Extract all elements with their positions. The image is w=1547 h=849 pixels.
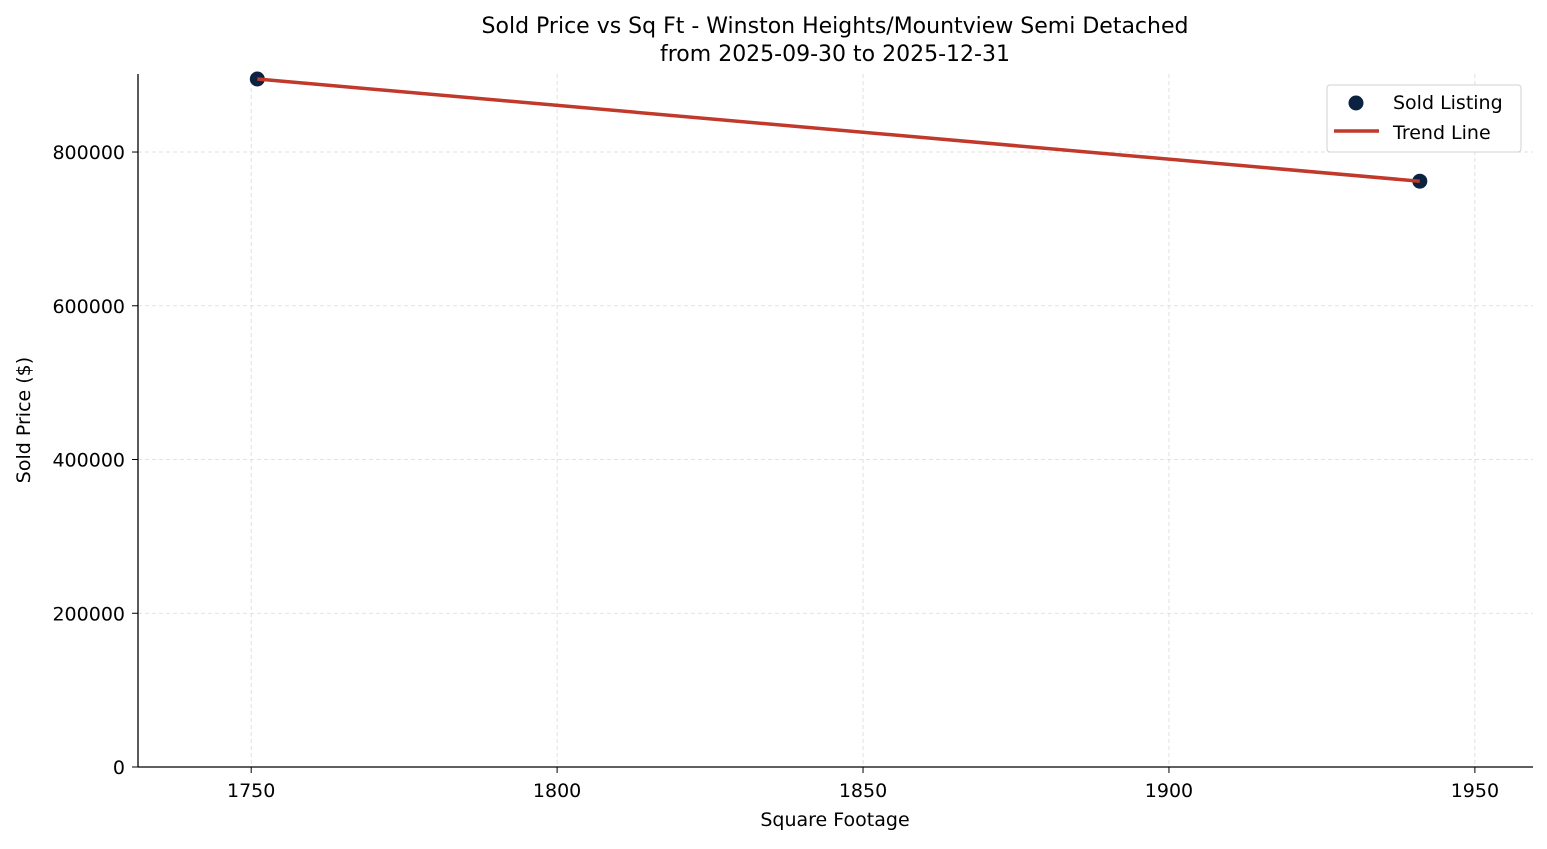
y-axis-label: Sold Price ($) bbox=[13, 357, 35, 483]
y-tick-label: 200000 bbox=[52, 603, 125, 625]
x-axis-label: Square Footage bbox=[760, 809, 909, 831]
grid bbox=[138, 74, 1533, 767]
x-tick-label: 1750 bbox=[227, 780, 275, 802]
legend-label-trend-line: Trend Line bbox=[1392, 122, 1491, 144]
x-tick-label: 1950 bbox=[1451, 780, 1499, 802]
y-tick-label: 0 bbox=[113, 757, 125, 779]
chart-title: Sold Price vs Sq Ft - Winston Heights/Mo… bbox=[482, 14, 1189, 39]
legend: Sold Listing Trend Line bbox=[1326, 84, 1522, 153]
y-tick-label: 400000 bbox=[52, 450, 125, 472]
trend-line bbox=[257, 77, 1420, 183]
ticks: 1750 1800 1850 1900 1950 0 200000 400000 600000 8… bbox=[52, 142, 1499, 802]
marks bbox=[249, 71, 1428, 189]
x-tick-label: 1900 bbox=[1145, 780, 1193, 802]
legend-label-sold-listing: Sold Listing bbox=[1393, 92, 1503, 114]
x-tick-label: 1850 bbox=[839, 780, 887, 802]
chart-subtitle: from 2025-09-30 to 2025-12-31 bbox=[660, 42, 1010, 67]
legend-box bbox=[1326, 84, 1522, 153]
y-tick-label: 600000 bbox=[52, 296, 125, 318]
x-tick-label: 1800 bbox=[533, 780, 581, 802]
legend-marker-sold-listing bbox=[1348, 95, 1364, 111]
y-tick-label: 800000 bbox=[52, 142, 125, 164]
